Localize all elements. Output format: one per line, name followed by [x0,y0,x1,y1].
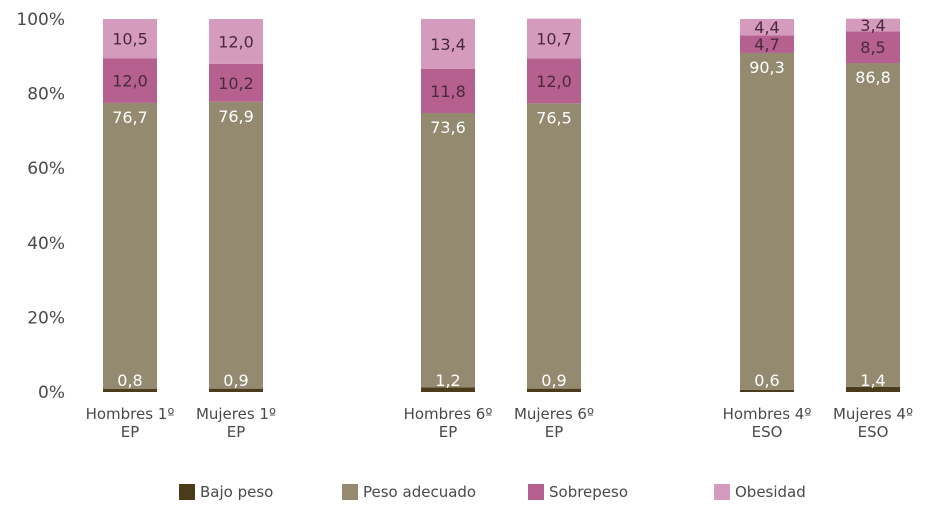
y-axis: 0% 20% 40% 60% 80% 100% [16,10,65,403]
data-label: 90,3 [749,58,785,77]
x-tick-label: Hombres 1º [86,405,175,423]
data-label: 10,7 [536,30,572,49]
legend-item: Peso adecuado [342,483,476,501]
y-tick-label: 0% [38,383,65,403]
data-label: 4,4 [754,18,779,37]
x-tick-label: Mujeres 6º [514,405,594,423]
x-tick-label: ESO [858,423,889,441]
bar-segment-bajo-peso [103,389,157,392]
data-label: 12,0 [536,72,572,91]
data-label: 0,8 [117,371,142,390]
bar-stack: 1,2 73,6 11,8 13,4 [421,19,475,392]
bar-stack: 1,4 86,8 8,5 3,4 [846,16,900,392]
data-label: 11,8 [430,82,466,101]
bars: 0,8 76,7 12,0 10,5 0,9 76,9 10,2 12,0 1,2 73,6 11,… [103,16,900,392]
bar-segment-peso-adecuado [103,102,157,390]
data-label: 1,4 [860,371,885,390]
x-tick-label: Mujeres 4º [833,405,913,423]
bar-segment-sobrepeso [421,68,475,113]
y-tick-label: 80% [27,85,65,105]
y-tick-label: 40% [27,234,65,254]
legend-item: Bajo peso [179,483,273,501]
data-label: 0,9 [223,371,248,390]
legend-item: Obesidad [714,483,806,501]
data-label: 12,0 [112,72,148,91]
bar-segment-sobrepeso [846,31,900,64]
data-label: 0,6 [754,371,779,390]
bar-stack: 0,9 76,9 10,2 12,0 [209,19,263,392]
bar-segment-sobrepeso [209,63,263,102]
bar-segment-sobrepeso [103,58,157,103]
x-tick-label: EP [545,423,564,441]
y-tick-label: 100% [16,10,65,30]
x-tick-label: Mujeres 1º [196,405,276,423]
x-tick-label: EP [121,423,140,441]
legend-swatch [179,484,195,500]
legend-label: Sobrepeso [549,483,628,501]
legend: Bajo peso Peso adecuado Sobrepeso Obesidad [179,483,806,501]
bar-segment-sobrepeso [527,58,581,104]
x-tick-label: Hombres 4º [723,405,812,423]
bar-stack: 0,9 76,5 12,0 10,7 [527,18,581,392]
bar-segment-obesidad [421,19,475,69]
bar-segment-peso-adecuado [527,103,581,389]
bar-stack: 0,8 76,7 12,0 10,5 [103,19,157,392]
data-label: 86,8 [855,68,891,87]
bar-segment-bajo-peso [421,387,475,392]
bar-segment-sobrepeso [740,35,794,53]
bar-stack: 0,6 90,3 4,74,4 [740,18,794,392]
bar-segment-peso-adecuado [209,101,263,389]
data-label: 3,4 [860,16,885,35]
bar-segment-bajo-peso [740,389,794,392]
legend-label: Peso adecuado [363,483,476,501]
data-label: 73,6 [430,118,466,137]
data-label: 8,5 [860,38,885,57]
data-label: 1,2 [435,371,460,390]
x-tick-label: ESO [752,423,783,441]
bar-segment-peso-adecuado [421,112,475,388]
data-label: 13,4 [430,35,466,54]
legend-swatch [528,484,544,500]
data-label: 0,9 [541,371,566,390]
bar-segment-bajo-peso [209,388,263,392]
bar-segment-bajo-peso [846,386,900,392]
bar-segment-obesidad [846,18,900,32]
bar-segment-obesidad [209,19,263,64]
bar-segment-obesidad [740,19,794,36]
data-label: 76,5 [536,108,572,127]
y-tick-label: 60% [27,159,65,179]
x-tick-label: EP [439,423,458,441]
bar-segment-obesidad [527,18,581,59]
bar-segment-peso-adecuado [740,52,794,390]
y-tick-label: 20% [27,308,65,328]
legend-label: Bajo peso [200,483,273,501]
legend-swatch [714,484,730,500]
bar-segment-peso-adecuado [846,63,900,387]
bar-segment-obesidad [103,19,157,59]
x-tick-label: EP [227,423,246,441]
x-tick-label: Hombres 6º [404,405,493,423]
bar-segment-bajo-peso [527,388,581,392]
legend-swatch [342,484,358,500]
data-label: 12,0 [218,32,254,51]
data-label: 4,7 [754,35,779,54]
data-label: 76,7 [112,108,148,127]
legend-label: Obesidad [735,483,806,501]
data-label: 76,9 [218,107,254,126]
legend-item: Sobrepeso [528,483,628,501]
data-label: 10,2 [218,74,254,93]
data-label: 10,5 [112,30,148,49]
